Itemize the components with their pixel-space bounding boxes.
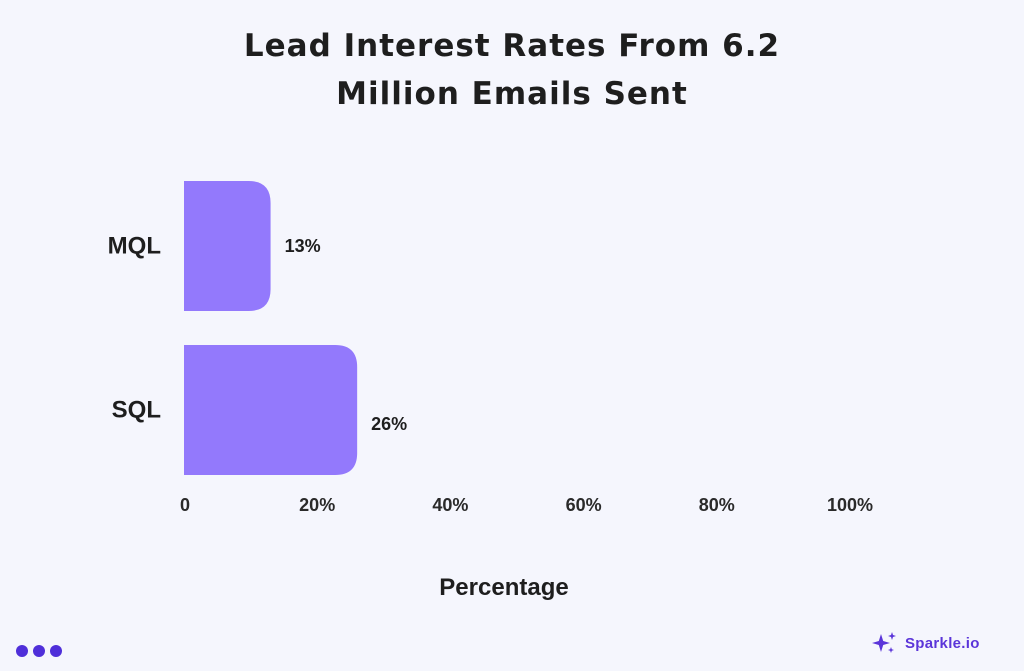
brand-name: Sparkle.io [905,634,980,652]
chart-title-line-2: Million Emails Sent [336,76,688,112]
value-label-sql: 26% [371,414,407,434]
bar-mql [184,181,271,311]
dot-2 [33,645,45,657]
x-tick-label: 80% [699,495,735,515]
bar-sql [184,345,358,475]
menu-dots [16,645,62,657]
x-tick-label: 100% [827,495,873,515]
brand-logo: Sparkle.io [871,631,980,655]
x-tick-label: 20% [299,495,335,515]
chart-title-line-1: Lead Interest Rates From 6.2 [243,28,781,64]
x-axis-label: Percentage [439,574,569,601]
value-label-mql: 13% [285,236,321,256]
category-label-mql: MQL [108,233,161,260]
sparkle-icon [872,632,896,653]
x-tick-label: 60% [566,495,602,515]
dot-3 [50,645,62,657]
category-label-sql: SQL [112,397,161,424]
chart-title: Lead Interest Rates From 6.2 Million Ema… [0,22,1024,118]
x-tick-label: 0 [180,495,190,515]
x-tick-label: 40% [432,495,468,515]
dot-1 [16,645,28,657]
